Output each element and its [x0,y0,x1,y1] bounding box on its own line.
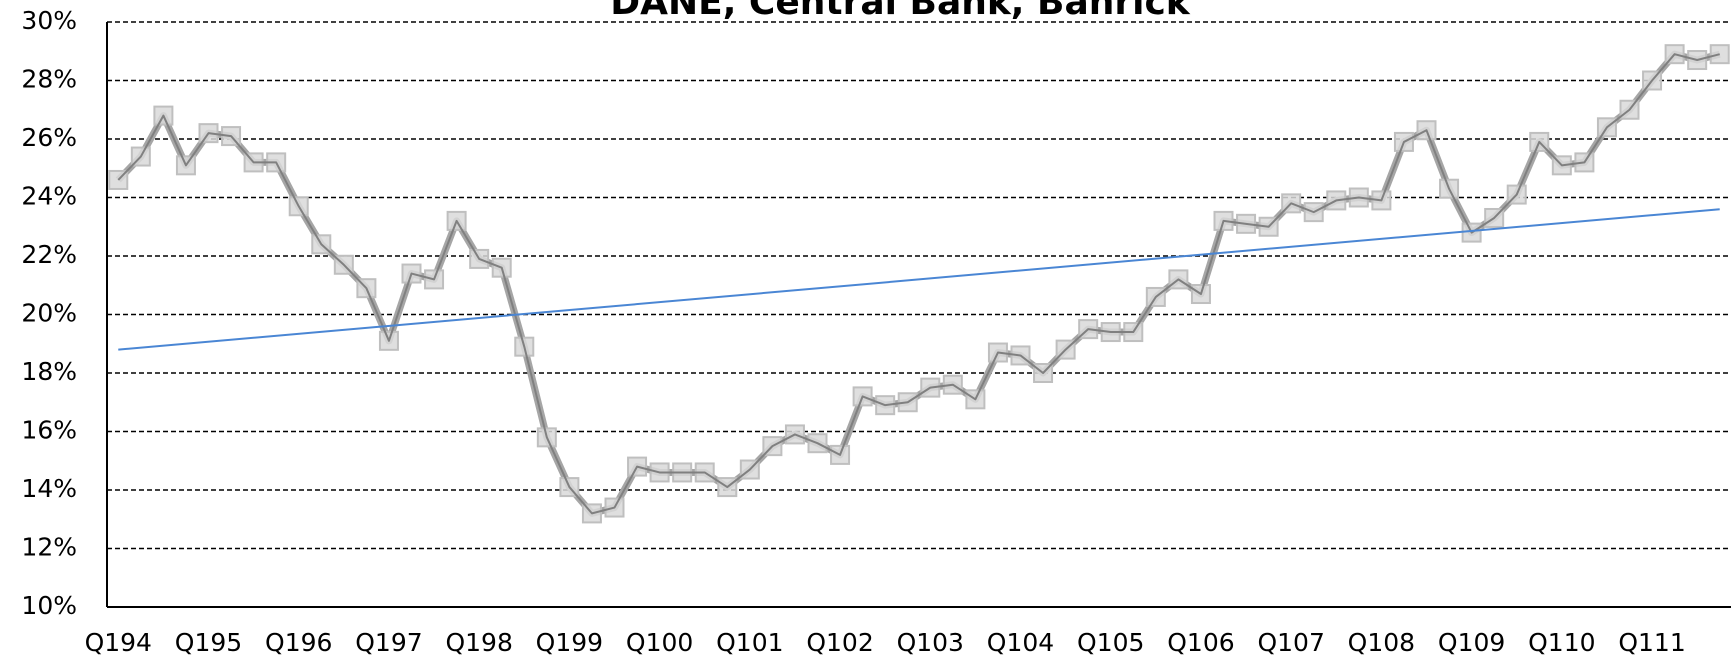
x-tick-label: Q108 [1348,628,1415,657]
x-tick-label: Q103 [897,628,964,657]
chart-title: DANE, Central Bank, Banrick [610,0,1191,23]
x-tick-label: Q111 [1618,628,1685,657]
x-tick-label: Q196 [265,628,332,657]
y-tick-label: 12% [21,533,77,562]
y-tick-label: 14% [21,474,77,503]
y-tick-label: 10% [21,591,77,620]
x-tick-label: Q106 [1167,628,1234,657]
x-tick-label: Q107 [1257,628,1324,657]
y-tick-label: 16% [21,416,77,445]
x-tick-label: Q102 [806,628,873,657]
x-tick-label: Q104 [987,628,1054,657]
y-tick-label: 22% [21,240,77,269]
x-tick-label: Q197 [355,628,422,657]
x-tick-label: Q110 [1528,628,1595,657]
y-tick-label: 20% [21,299,77,328]
x-tick-label: Q199 [536,628,603,657]
y-tick-label: 30% [21,6,77,35]
y-tick-label: 18% [21,357,77,386]
x-tick-label: Q195 [175,628,242,657]
y-tick-label: 28% [21,65,77,94]
x-tick-label: Q198 [445,628,512,657]
series-line-core [117,53,1720,515]
x-tick-label: Q105 [1077,628,1144,657]
x-tick-label: Q194 [85,628,152,657]
trendline [118,208,1720,351]
y-tick-label: 26% [21,123,77,152]
x-tick-label: Q100 [626,628,693,657]
x-tick-label: Q101 [716,628,783,657]
x-tick-label: Q109 [1438,628,1505,657]
y-tick-label: 24% [21,182,77,211]
